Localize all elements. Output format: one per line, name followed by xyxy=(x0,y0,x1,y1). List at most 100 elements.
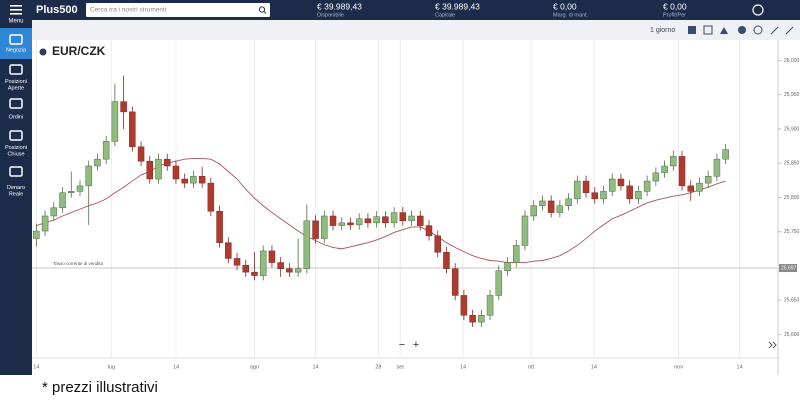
toolbar-icons[interactable] xyxy=(688,25,794,35)
x-tick-label: 14 xyxy=(33,364,39,370)
sidebar-icon[interactable] xyxy=(9,166,23,177)
candle-body xyxy=(530,205,537,217)
candle-body xyxy=(486,295,494,316)
candle-body xyxy=(111,101,119,142)
candle-body xyxy=(696,182,703,192)
candle-body xyxy=(163,158,171,167)
search-placeholder: Cerca tra i nostri strumenti xyxy=(90,7,166,14)
candle-body xyxy=(207,182,215,212)
candle-body xyxy=(670,156,677,167)
sidebar xyxy=(0,0,32,375)
y-tick-label: 25,950 xyxy=(784,92,800,98)
menu-label[interactable]: Menu xyxy=(8,19,23,25)
x-tick-label: 28 xyxy=(375,364,381,370)
candle-body xyxy=(687,185,694,192)
candle-body xyxy=(277,262,284,269)
search-icon xyxy=(263,11,267,14)
candle-body xyxy=(321,215,328,239)
candle-body xyxy=(338,222,345,226)
sidebar-icon[interactable] xyxy=(9,130,23,141)
sidebar-label[interactable]: Negozia xyxy=(6,47,27,53)
candle-body xyxy=(390,212,398,224)
candle-body xyxy=(41,215,49,232)
candle-body xyxy=(198,176,206,184)
y-tick-label: 25,850 xyxy=(784,161,800,167)
candle-body xyxy=(678,156,686,187)
candle-body xyxy=(364,218,372,224)
x-tick-label: lug xyxy=(108,364,115,370)
candle-body xyxy=(478,315,485,323)
candle-body xyxy=(129,111,136,148)
current-price-label: 25,697 xyxy=(781,265,797,271)
candle-body xyxy=(408,215,415,222)
stat-value: € 39.989,43 xyxy=(435,1,480,11)
x-tick-label: ago xyxy=(250,364,259,370)
y-tick-label: 25,800 xyxy=(784,195,800,201)
zoom-out[interactable]: − xyxy=(399,339,405,351)
candle-body xyxy=(94,158,101,167)
sidebar-icon[interactable] xyxy=(9,64,23,75)
x-tick-label: nov xyxy=(674,364,683,370)
scroll-right[interactable] xyxy=(768,341,777,349)
candle-body xyxy=(652,172,660,182)
candle-body xyxy=(312,220,319,239)
candle-body xyxy=(591,192,599,200)
search-box[interactable] xyxy=(86,3,270,17)
candle-body xyxy=(146,160,154,180)
sidebar-label[interactable]: Denaro Reale xyxy=(7,185,25,198)
x-tick-label: 14 xyxy=(173,364,179,370)
candle-body xyxy=(547,200,555,213)
menu-icon[interactable] xyxy=(10,5,22,15)
footer xyxy=(0,375,800,400)
candle-body xyxy=(608,178,616,192)
candle-body xyxy=(225,242,232,259)
chart-title: EUR/CZK xyxy=(52,44,106,58)
x-tick-label: ott xyxy=(528,364,535,370)
candle-body xyxy=(259,250,267,276)
candle-body xyxy=(713,158,721,177)
y-tick-label: 26,000 xyxy=(784,58,800,64)
candle-body xyxy=(460,295,468,316)
candle-body xyxy=(155,158,162,180)
candle-body xyxy=(495,270,503,296)
footnote: * prezzi illustrativi xyxy=(42,379,158,396)
candle-body xyxy=(50,207,58,217)
sidebar-label[interactable]: Posizioni Aperte xyxy=(5,79,27,92)
stat-label: Marg. di mant. xyxy=(553,12,589,18)
candle-body xyxy=(704,176,712,184)
stat-label: Capitale xyxy=(435,12,455,18)
candle-body xyxy=(521,215,529,246)
period-selector[interactable]: 1 giorno xyxy=(650,27,675,34)
y-tick-label: 25,900 xyxy=(784,126,800,132)
candle-body xyxy=(425,225,433,237)
sidebar-icon[interactable] xyxy=(9,34,23,45)
sidebar-label[interactable]: Posizioni Chiuse xyxy=(5,145,27,158)
x-tick-label: 14 xyxy=(737,364,743,370)
search-icon[interactable] xyxy=(258,6,266,13)
candle-body xyxy=(504,262,511,272)
candle-body xyxy=(216,210,223,243)
current-price-box xyxy=(779,264,797,273)
candle-body xyxy=(172,165,180,180)
zoom-in[interactable]: + xyxy=(413,339,419,351)
candle-body xyxy=(294,268,302,273)
x-tick-label: 14 xyxy=(460,364,466,370)
candle-body xyxy=(626,185,633,200)
candle-body xyxy=(251,271,258,276)
candle-body xyxy=(233,258,241,266)
candle-body xyxy=(373,216,380,224)
sidebar-icon[interactable] xyxy=(9,98,23,109)
globe-icon[interactable] xyxy=(752,4,764,16)
sidebar-label[interactable]: Ordini xyxy=(9,114,24,120)
candle-body xyxy=(434,235,441,253)
stat-value: € 0,00 xyxy=(663,1,687,11)
x-tick-label: 14 xyxy=(591,364,597,370)
stat-value: € 39.989,43 xyxy=(317,1,362,11)
info-icon[interactable] xyxy=(39,48,47,56)
y-tick-label: 25,750 xyxy=(784,229,800,235)
candle-body xyxy=(574,180,581,200)
moving-average xyxy=(36,158,726,264)
candle-body xyxy=(268,250,276,263)
